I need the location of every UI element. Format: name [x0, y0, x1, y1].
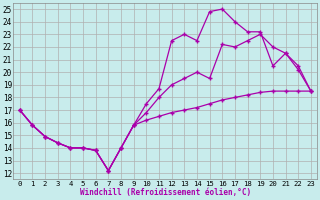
X-axis label: Windchill (Refroidissement éolien,°C): Windchill (Refroidissement éolien,°C) [80, 188, 251, 197]
